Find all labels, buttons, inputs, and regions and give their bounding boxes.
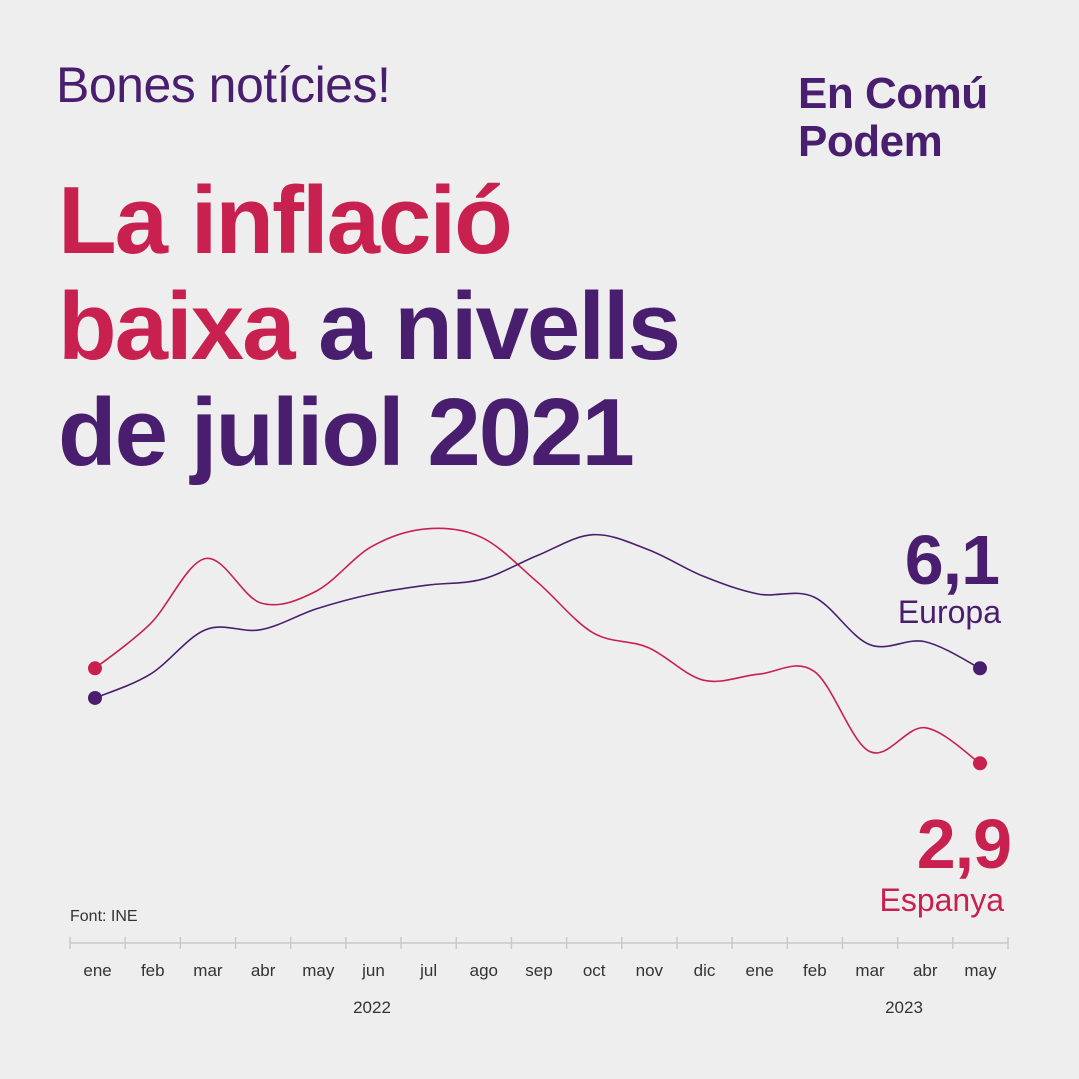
x-tick-label: ene [83, 961, 111, 980]
espanya-end-value: 2,9 [916, 805, 1012, 883]
headline-line-2: baixa a nivells [58, 273, 681, 380]
x-tick-label: ago [470, 961, 498, 980]
brand-line-2: Podem [798, 117, 943, 166]
series-end-marker-espanya [973, 756, 987, 771]
series-start-marker-espanya [88, 661, 102, 676]
x-tick-label: may [302, 961, 335, 980]
europa-series-label: Europa [897, 594, 1001, 630]
year-label: 2023 [885, 998, 923, 1017]
headline-highlight: baixa [58, 273, 295, 380]
x-tick-label: abr [913, 961, 938, 980]
x-tick-label: oct [583, 961, 606, 980]
x-tick-label: nov [636, 961, 664, 980]
x-tick-label: ene [746, 961, 774, 980]
headline: La inflació baixa a nivells de juliol 20… [58, 167, 681, 486]
series-line-espanya [94, 527, 981, 765]
x-tick-label: feb [141, 961, 165, 980]
year-label: 2022 [353, 998, 391, 1017]
x-tick-label: mar [855, 961, 885, 980]
series-start-marker-europa [88, 690, 102, 705]
headline-rest: a nivells [293, 273, 681, 380]
brand-logo: En Comú Podem [798, 70, 988, 166]
series-line-europa [94, 533, 981, 699]
source-note: Font: INE [70, 908, 138, 925]
x-tick-label: jul [419, 961, 437, 980]
x-tick-label: dic [694, 961, 716, 980]
x-tick-label: sep [525, 961, 552, 980]
brand-line-1: En Comú [798, 69, 988, 118]
x-tick-label: may [964, 961, 997, 980]
europa-end-value: 6,1 [904, 521, 1000, 599]
x-tick-label: feb [803, 961, 827, 980]
x-tick-label: mar [193, 961, 223, 980]
series-end-marker-europa [973, 661, 987, 676]
espanya-series-label: Espanya [879, 882, 1004, 918]
x-tick-label: jun [361, 961, 385, 980]
kicker-text: Bones notícies! [56, 57, 391, 113]
headline-line-1: La inflació [58, 167, 513, 274]
x-tick-label: abr [251, 961, 276, 980]
headline-line-3: de juliol 2021 [58, 379, 635, 486]
